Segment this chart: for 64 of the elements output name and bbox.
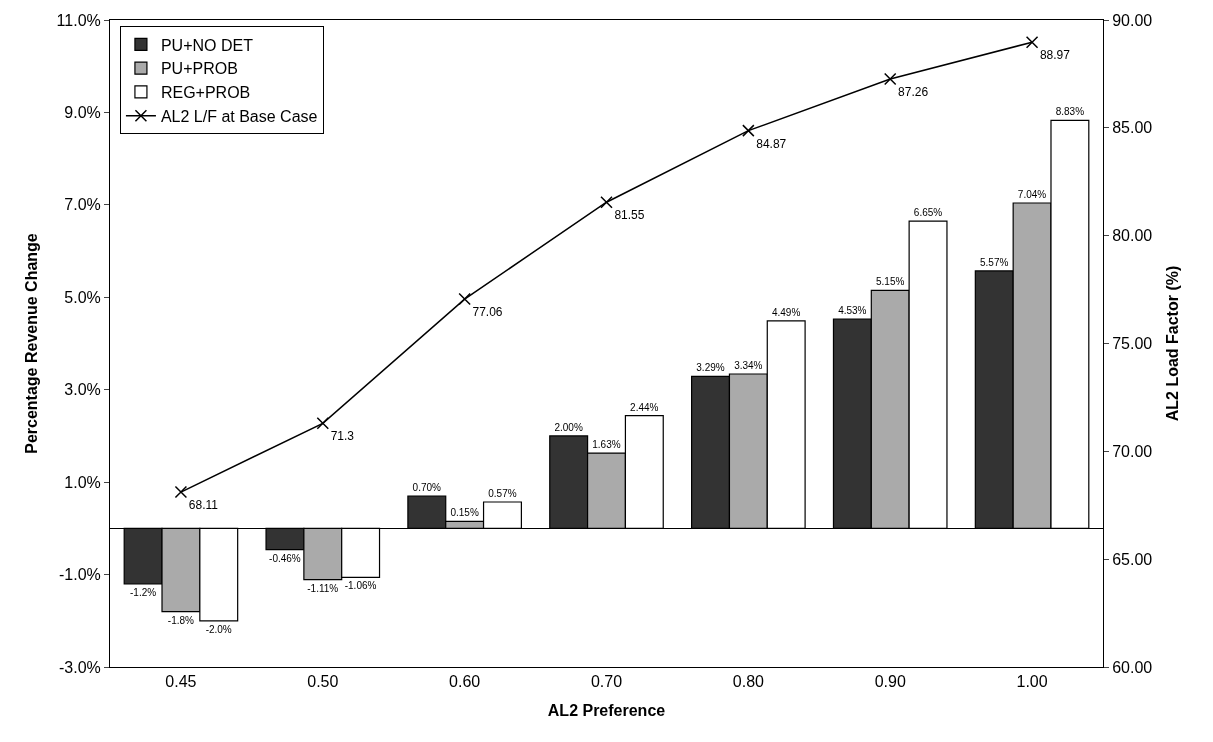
y2-tick-label: 90.00 [1112,11,1153,29]
data-label: 88.97 [1039,48,1071,63]
legend-label: REG+PROB [160,84,251,102]
point [174,485,188,499]
x-tick-label: 0.60 [449,673,481,691]
data-label: 7.04% [1017,189,1047,201]
point [883,72,897,86]
data-label: 2.00% [554,421,583,433]
y2-tick-label: 60.00 [1112,658,1153,676]
point [316,417,330,430]
data-label: 0.57% [488,488,517,500]
y-tick-label: 11.0% [56,11,101,29]
point [458,292,471,306]
data-label: -1.11% [307,582,339,594]
x-tick-label: 0.80 [732,673,765,691]
x-tick-label: 0.45 [165,673,197,691]
x-axis-title: AL2 Preference [547,701,666,719]
x-tick-label: 1.00 [1016,673,1048,691]
legend-label: PU+PROB [160,60,238,78]
y-tick-label: 5.0% [64,288,101,306]
y2-tick-label: 80.00 [1112,227,1153,245]
y2-tick-label: 65.00 [1112,550,1153,568]
data-label: 81.55 [614,208,645,223]
x-tick-label: 0.90 [874,673,906,691]
data-label: -1.06% [344,580,377,592]
point [600,195,613,209]
y-tick-label: 3.0% [64,381,101,399]
y2-tick-label: 70.00 [1112,442,1153,460]
legend-label: PU+NO DET [160,36,254,54]
data-label: 5.57% [980,256,1009,268]
data-label: 0.70% [412,482,442,494]
y2-tick-label: 75.00 [1112,335,1153,353]
data-label: 3.29% [696,362,725,374]
data-label: 5.15% [875,276,905,288]
data-label: 84.87 [756,136,787,151]
point [1025,35,1039,49]
x-tick-label: 0.70 [590,673,623,691]
y-tick-label: 9.0% [64,104,101,122]
data-label: -0.46% [269,552,301,564]
data-label: 2.44% [630,401,659,413]
data-label: 3.34% [734,360,763,371]
y-tick-label: 1.0% [64,473,101,491]
y2-tick-label: 85.00 [1112,119,1153,137]
data-label: 87.26 [898,84,929,99]
data-label: 8.83% [1055,106,1085,118]
legend-label: AL2 L/F at Base Case [160,108,318,126]
y-tick-label: -3.0% [59,658,101,676]
data-label: 68.11 [188,497,219,512]
y-tick-label: -1.0% [59,566,101,584]
y-axis-title: Percentage Revenue Change [22,233,40,454]
data-label: -1.2% [129,586,157,598]
y2-axis-title: AL2 Load Factor (%) [1164,265,1182,422]
data-label: 6.65% [913,207,943,219]
data-label: 4.53% [838,305,867,317]
data-label: 0.15% [450,507,479,519]
data-label: 77.06 [472,304,503,319]
y-tick-label: 7.0% [64,196,101,214]
point [742,124,755,137]
data-label: -2.0% [205,623,232,635]
data-label: 1.63% [592,439,621,451]
data-label: -1.8% [167,614,195,626]
data-label: 71.3 [330,429,355,444]
data-label: 4.49% [771,306,801,318]
x-tick-label: 0.50 [307,673,339,691]
